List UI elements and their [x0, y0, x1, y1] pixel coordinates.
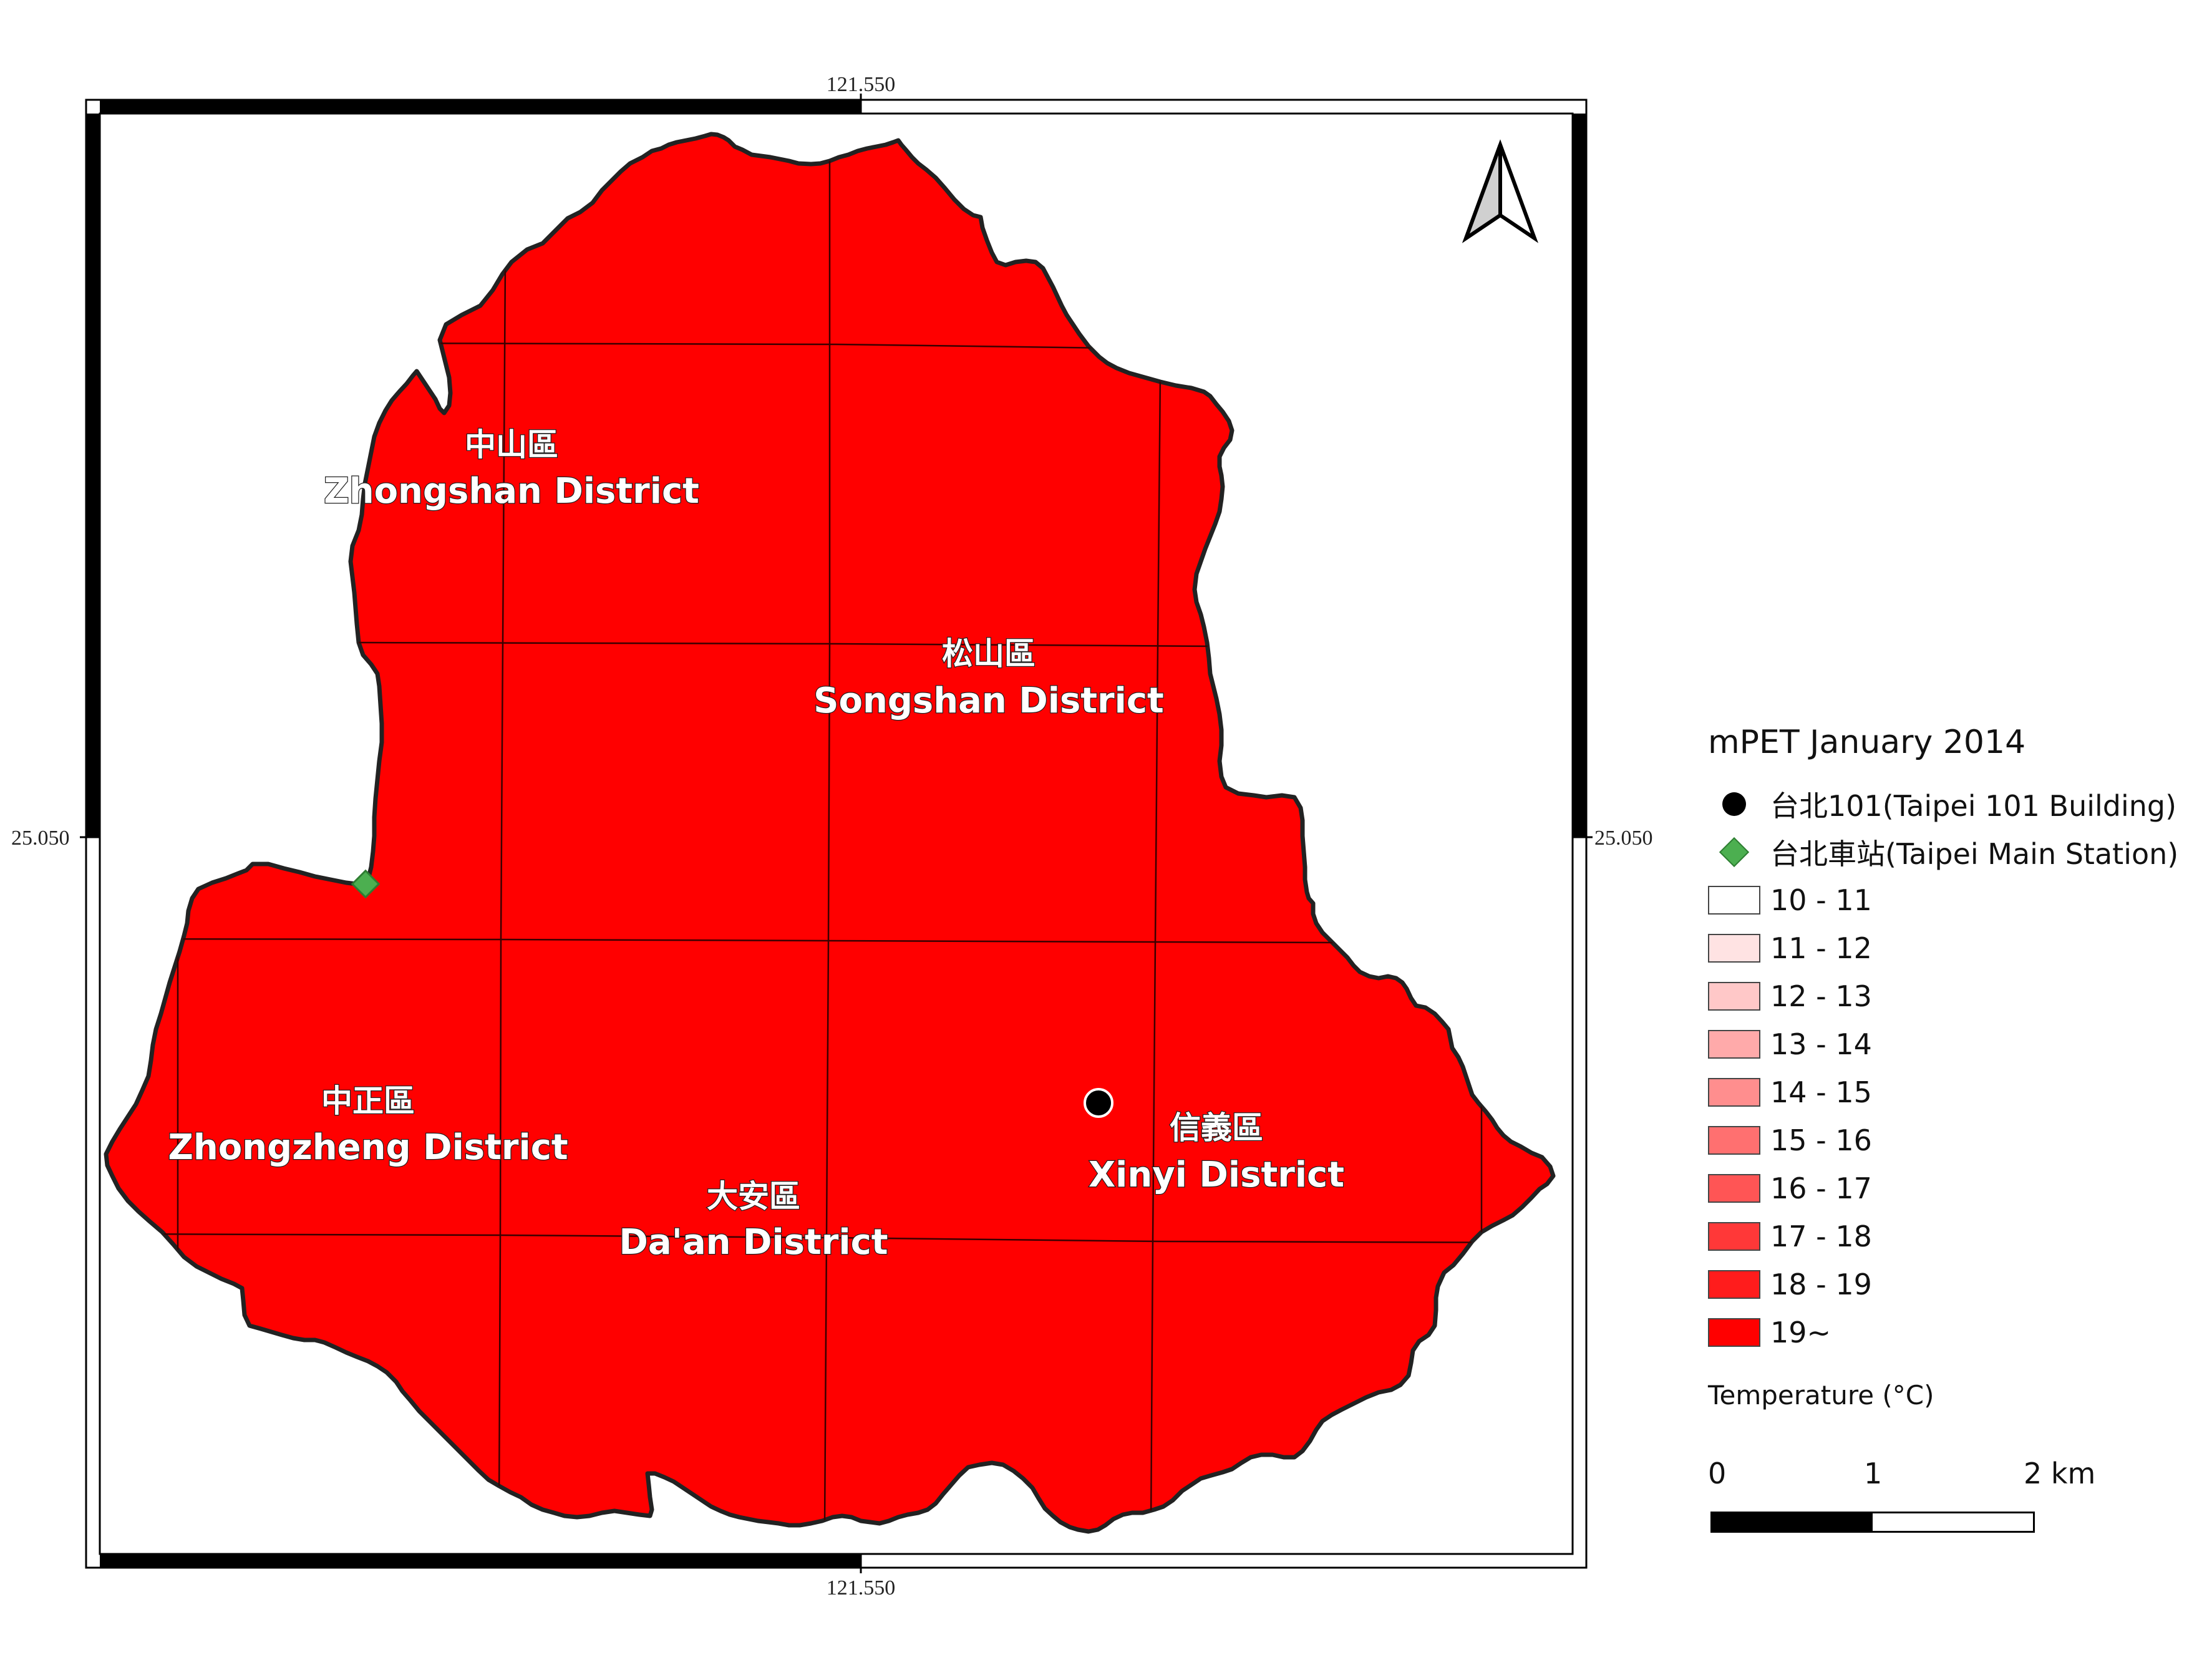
legend-class-label: 18 - 19 — [1770, 1267, 1872, 1301]
legend-units-label: Temperature (°C) — [1708, 1380, 1934, 1410]
district-label-songshan-en: Songshan District — [813, 681, 1164, 721]
district-label-zhongshan-en: Zhongshan District — [324, 471, 699, 512]
legend-class-item: 19~ — [1708, 1308, 2207, 1356]
district-label-xinyi-en: Xinyi District — [1089, 1155, 1344, 1195]
coord-label-top: 121.550 — [827, 73, 896, 96]
legend-class-label: 13 - 14 — [1770, 1027, 1872, 1061]
district-label-zhongzheng-zh: 中正區 — [321, 1083, 415, 1119]
legend-class-item: 14 - 15 — [1708, 1068, 2207, 1116]
scale-label-0: 0 — [1708, 1457, 1727, 1490]
district-label-daan-zh: 大安區 — [707, 1178, 800, 1215]
map-legend: mPET January 2014 台北101(Taipei 101 Build… — [1708, 724, 2207, 1410]
scale-label-2: 2 km — [2024, 1457, 2096, 1490]
legend-class-item: 13 - 14 — [1708, 1020, 2207, 1068]
district-label-zhongshan-zh: 中山區 — [465, 427, 558, 463]
legend-swatch — [1708, 1029, 1760, 1059]
district-label-xinyi-zh: 信義區 — [1170, 1110, 1263, 1146]
legend-class-item: 12 - 13 — [1708, 972, 2207, 1020]
legend-class-label: 19~ — [1770, 1315, 1831, 1349]
legend-item-taipei-main-station: 台北車站(Taipei Main Station) — [1708, 828, 2207, 876]
legend-swatch — [1708, 933, 1760, 963]
coord-label-right: 25.050 — [1594, 827, 1653, 850]
scale-bar: 0 1 2 km — [1708, 1457, 2095, 1533]
legend-class-item: 17 - 18 — [1708, 1212, 2207, 1260]
district-label-daan-en: Da'an District — [619, 1222, 888, 1263]
frame-left-black-bar — [86, 114, 100, 837]
legend-swatch — [1708, 981, 1760, 1011]
scale-label-1: 1 — [1864, 1457, 1883, 1490]
black-circle-icon — [1722, 792, 1746, 816]
legend-class-label: 14 - 15 — [1770, 1075, 1872, 1109]
taipei-101-marker — [1084, 1088, 1113, 1118]
legend-class-item: 18 - 19 — [1708, 1260, 2207, 1308]
legend-item-taipei-101: 台北101(Taipei 101 Building) — [1708, 780, 2207, 828]
legend-swatch — [1708, 885, 1760, 915]
legend-swatch — [1708, 1173, 1760, 1203]
coord-label-bottom: 121.550 — [827, 1576, 896, 1599]
coord-label-left: 25.050 — [11, 827, 70, 850]
scale-bar-graphic — [1710, 1512, 2035, 1533]
frame-top-black-bar — [100, 100, 861, 114]
legend-title: mPET January 2014 — [1708, 724, 2026, 761]
legend-classes: 10 - 11 11 - 12 12 - 13 13 - 14 14 - 15 15 - … — [1708, 876, 2207, 1356]
legend-class-item: 15 - 16 — [1708, 1116, 2207, 1164]
study-area-polygon — [104, 132, 1556, 1534]
legend-class-label: 12 - 13 — [1770, 979, 1872, 1013]
district-label-songshan-zh: 松山區 — [942, 636, 1036, 672]
frame-right-black-bar — [1573, 114, 1586, 837]
legend-swatch — [1708, 1221, 1760, 1251]
scale-segment-white — [1873, 1513, 2033, 1531]
north-arrow-icon — [1462, 139, 1539, 243]
green-diamond-icon — [1719, 837, 1750, 867]
legend-class-item: 11 - 12 — [1708, 924, 2207, 972]
legend-swatch — [1708, 1269, 1760, 1299]
scale-segment-black — [1712, 1513, 1873, 1531]
district-label-zhongzheng-en: Zhongzheng District — [168, 1127, 568, 1168]
legend-class-label: 15 - 16 — [1770, 1123, 1872, 1157]
legend-class-label: 11 - 12 — [1770, 931, 1872, 965]
legend-swatch — [1708, 1077, 1760, 1107]
legend-swatch — [1708, 1318, 1760, 1347]
legend-swatch — [1708, 1125, 1760, 1155]
legend-class-label: 17 - 18 — [1770, 1219, 1872, 1253]
taipei-main-station-marker — [351, 869, 381, 899]
frame-bottom-black-bar — [100, 1554, 861, 1568]
legend-class-label: 16 - 17 — [1770, 1171, 1872, 1205]
legend-label: 台北101(Taipei 101 Building) — [1770, 789, 2177, 823]
legend-class-item: 10 - 11 — [1708, 876, 2207, 924]
legend-class-item: 16 - 17 — [1708, 1164, 2207, 1212]
legend-class-label: 10 - 11 — [1770, 883, 1872, 917]
legend-label: 台北車站(Taipei Main Station) — [1770, 837, 2179, 871]
